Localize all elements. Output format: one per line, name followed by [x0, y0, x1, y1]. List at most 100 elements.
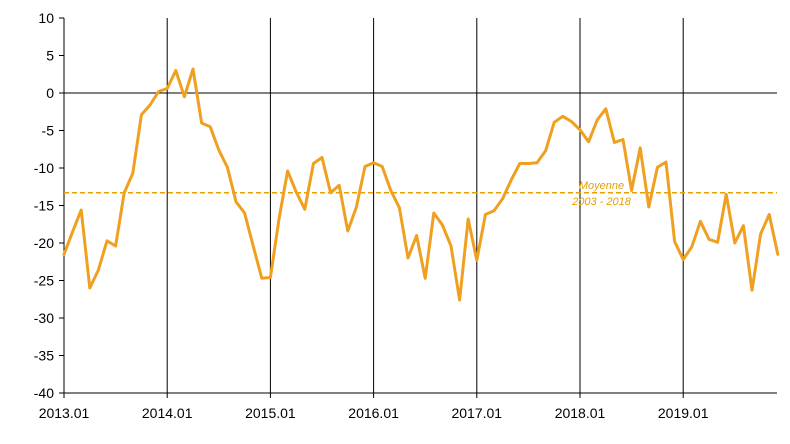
data-point: [647, 205, 650, 209]
data-point: [166, 87, 169, 90]
data-point: [97, 268, 100, 272]
data-point: [587, 140, 590, 143]
data-point: [518, 162, 521, 165]
data-point: [346, 229, 349, 233]
data-point: [458, 298, 461, 302]
x-tick-label: 2019.01: [658, 405, 709, 421]
data-point: [286, 169, 289, 173]
data-point: [424, 277, 427, 280]
y-tick-label: -20: [34, 235, 54, 251]
data-point: [535, 161, 539, 164]
data-point: [80, 208, 83, 212]
data-point: [484, 213, 487, 216]
average-label-line1: Moyenne: [579, 180, 624, 192]
data-point: [105, 239, 109, 242]
data-point: [441, 223, 444, 227]
data-point: [553, 121, 556, 124]
data-point: [320, 156, 324, 159]
x-tick-label: 2013.01: [39, 405, 90, 421]
data-point: [269, 276, 272, 279]
data-points: [62, 67, 779, 302]
y-tick-label: -15: [34, 198, 54, 214]
y-tick-label: 5: [46, 48, 54, 64]
data-point: [604, 107, 607, 110]
x-tick-label: 2017.01: [451, 405, 502, 421]
x-tick-label: 2015.01: [245, 405, 296, 421]
y-tick-label: -5: [42, 123, 55, 139]
y-tick-label: -30: [34, 310, 54, 326]
data-point: [613, 141, 616, 144]
data-point: [621, 138, 625, 141]
data-point: [432, 211, 435, 215]
data-point: [363, 165, 367, 168]
data-point: [191, 67, 195, 71]
y-tick-label: 10: [38, 10, 54, 26]
data-point: [510, 178, 513, 182]
data-point: [88, 286, 92, 290]
data-point: [140, 113, 143, 116]
data-point: [62, 253, 66, 256]
data-point: [699, 220, 702, 223]
data-point: [544, 149, 547, 152]
data-point: [355, 205, 358, 209]
data-point: [742, 224, 745, 227]
data-point: [303, 208, 306, 211]
data-point: [381, 165, 384, 168]
data-point: [673, 240, 676, 243]
data-point: [690, 245, 693, 248]
data-point: [131, 172, 134, 175]
data-point: [329, 191, 332, 194]
x-tick-label: 2018.01: [555, 405, 606, 421]
data-point: [295, 190, 298, 194]
data-point: [527, 162, 530, 165]
y-tick-label: -35: [34, 348, 54, 364]
data-point: [148, 103, 152, 107]
data-point: [114, 244, 117, 248]
vertical-gridlines: [166, 18, 684, 393]
y-axis-ticks: 10 5 0 -5 -10 -15 -20 -25 -30 -35 -40: [34, 10, 64, 401]
data-point: [226, 166, 229, 169]
data-point: [260, 277, 263, 280]
data-point: [768, 213, 771, 216]
data-point: [759, 232, 762, 236]
data-point: [449, 244, 453, 248]
data-point: [243, 211, 246, 215]
data-point: [123, 191, 126, 194]
x-tick-label: 2016.01: [348, 405, 399, 421]
data-point: [750, 289, 754, 292]
data-point: [200, 121, 203, 125]
y-tick-label: -10: [34, 160, 54, 176]
data-point: [733, 241, 736, 245]
data-point: [639, 146, 642, 149]
data-point: [252, 244, 255, 248]
data-point: [664, 160, 668, 164]
data-point: [596, 118, 599, 122]
data-point: [630, 189, 633, 192]
data-point: [716, 241, 719, 244]
data-point: [656, 166, 659, 169]
series-line: [62, 67, 780, 302]
y-tick-label: -25: [34, 273, 54, 289]
y-tick-label: 0: [46, 85, 54, 101]
data-point: [682, 258, 685, 261]
data-point: [467, 217, 470, 221]
x-tick-label: 2014.01: [142, 405, 193, 421]
data-point: [561, 115, 564, 118]
data-point: [389, 189, 392, 192]
data-point: [209, 125, 212, 128]
data-point: [501, 197, 504, 200]
y-tick-label: -40: [34, 385, 54, 401]
x-axis-ticks: 2013.01 2014.01 2015.01 2016.01 2017.01 2018.…: [39, 393, 709, 421]
data-point: [372, 161, 375, 164]
data-point: [475, 259, 478, 262]
data-point: [725, 193, 728, 196]
data-point: [415, 234, 418, 237]
data-point: [174, 69, 177, 72]
data-point: [338, 184, 341, 187]
data-point: [578, 128, 582, 131]
average-label-line2: 2003 - 2018: [571, 196, 632, 208]
data-point: [217, 148, 220, 152]
data-point: [277, 217, 281, 221]
data-point: [71, 230, 74, 233]
